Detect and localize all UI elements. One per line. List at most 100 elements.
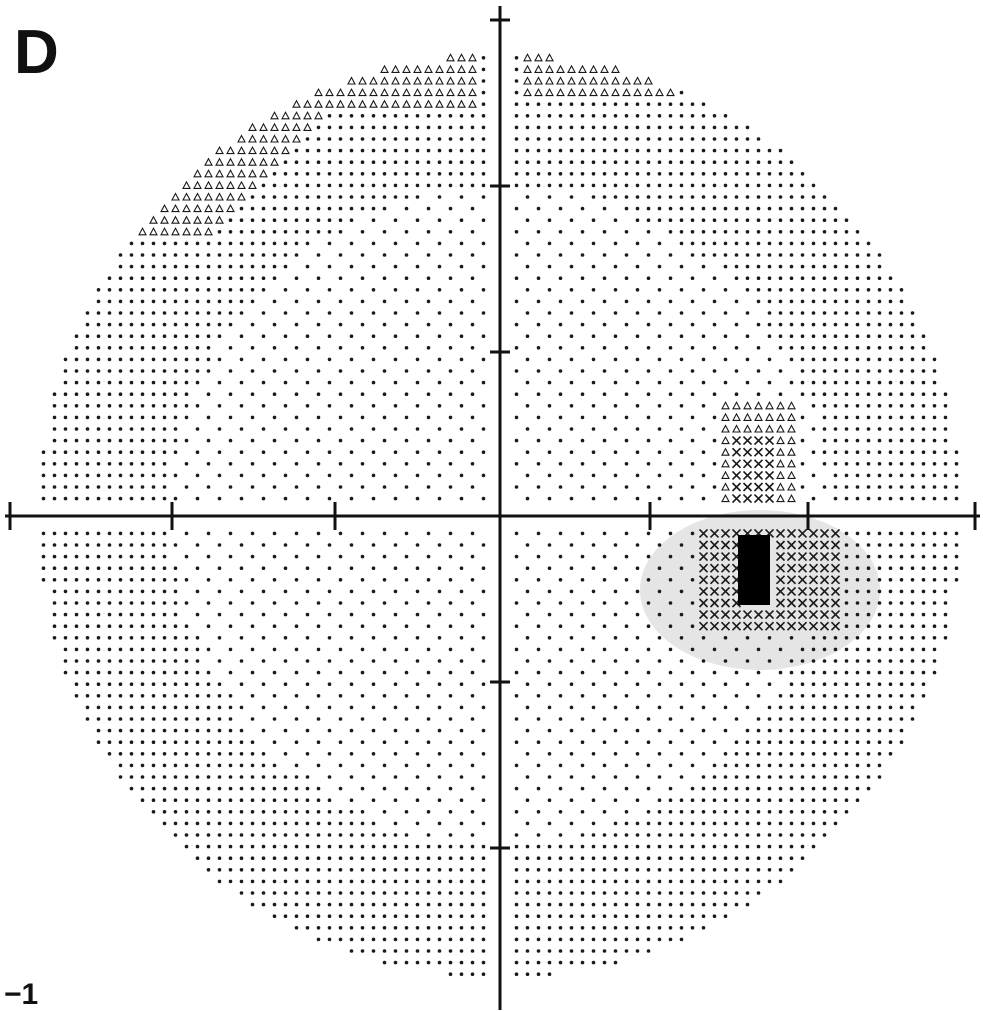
field-dot [481, 473, 486, 478]
field-dot [899, 624, 904, 628]
field-dot [195, 647, 200, 652]
field-dot [932, 612, 937, 617]
field-dot [382, 276, 387, 281]
field-dot [283, 810, 288, 814]
field-dot [525, 752, 530, 756]
field-dot [173, 346, 178, 350]
field-dot [107, 531, 112, 536]
field-dot [822, 241, 827, 246]
field-dot [789, 380, 794, 385]
field-dot [470, 891, 475, 895]
triangle-mark [534, 87, 543, 97]
field-dot [162, 670, 167, 675]
field-dot [140, 717, 145, 721]
field-dot [41, 531, 46, 536]
field-dot [888, 705, 893, 710]
field-dot [613, 914, 618, 918]
field-dot [63, 543, 68, 547]
field-dot [822, 299, 827, 304]
field-dot [767, 833, 772, 837]
field-dot [140, 450, 145, 455]
field-dot [899, 636, 904, 640]
field-dot [646, 914, 651, 918]
field-dot [184, 380, 189, 385]
field-dot [85, 578, 90, 582]
field-dot [734, 647, 739, 652]
field-dot [96, 728, 101, 733]
field-dot [822, 288, 827, 292]
field-dot [558, 868, 563, 872]
field-dot [525, 172, 530, 176]
field-dot [195, 380, 200, 385]
hatch-mark [775, 540, 786, 550]
triangle-mark [743, 401, 752, 410]
triangle-mark [545, 64, 554, 73]
field-dot [635, 288, 640, 292]
field-dot [690, 740, 695, 744]
field-dot [701, 879, 706, 884]
field-dot [217, 763, 222, 768]
hatch-mark [709, 563, 720, 573]
field-dot [855, 601, 860, 605]
triangle-mark [776, 482, 785, 491]
field-dot [129, 752, 134, 756]
hatch-mark [731, 610, 742, 620]
field-dot [822, 636, 827, 640]
field-dot [844, 218, 849, 222]
field-dot [250, 531, 255, 536]
field-dot [129, 705, 134, 710]
field-dot [943, 415, 948, 420]
field-dot [855, 380, 860, 385]
field-dot [151, 380, 156, 385]
field-dot [459, 972, 464, 976]
hatch-mark [830, 575, 841, 585]
field-dot [558, 102, 563, 106]
field-dot [228, 821, 233, 826]
field-dot [701, 380, 706, 385]
field-dot [932, 357, 937, 362]
field-dot [283, 218, 288, 222]
field-dot [866, 276, 871, 281]
hatch-mark [797, 586, 808, 596]
field-dot [723, 891, 728, 895]
field-dot [910, 554, 915, 559]
hatch-mark [786, 586, 797, 596]
field-dot [536, 554, 541, 559]
field-dot [756, 288, 761, 292]
field-dot [316, 601, 321, 605]
field-dot [899, 740, 904, 744]
field-dot [338, 462, 343, 466]
triangle-mark [413, 87, 422, 97]
field-dot [349, 728, 354, 733]
hatch-mark [753, 610, 764, 620]
field-dot [547, 183, 552, 188]
triangle-mark [369, 99, 378, 108]
field-dot [910, 636, 915, 640]
field-dot [85, 462, 90, 466]
field-dot [767, 810, 772, 814]
field-dot [327, 728, 332, 733]
field-dot [734, 206, 739, 211]
field-dot [239, 763, 244, 768]
field-dot [723, 195, 728, 199]
field-dot [657, 844, 662, 849]
field-dot [866, 566, 871, 570]
field-dot [261, 357, 266, 362]
field-dot [393, 879, 398, 884]
field-dot [349, 218, 354, 222]
field-dot [646, 415, 651, 420]
field-dot [525, 566, 530, 570]
field-dot [536, 879, 541, 884]
field-dot [382, 601, 387, 605]
field-dot [723, 705, 728, 710]
field-dot [844, 531, 849, 536]
field-dot [360, 392, 365, 397]
field-dot [745, 195, 750, 199]
triangle-mark [523, 76, 532, 85]
field-dot [569, 102, 574, 106]
field-dot [107, 717, 112, 721]
field-dot [206, 856, 211, 860]
field-dot [162, 404, 167, 408]
field-dot [140, 752, 145, 756]
field-dot [635, 172, 640, 176]
